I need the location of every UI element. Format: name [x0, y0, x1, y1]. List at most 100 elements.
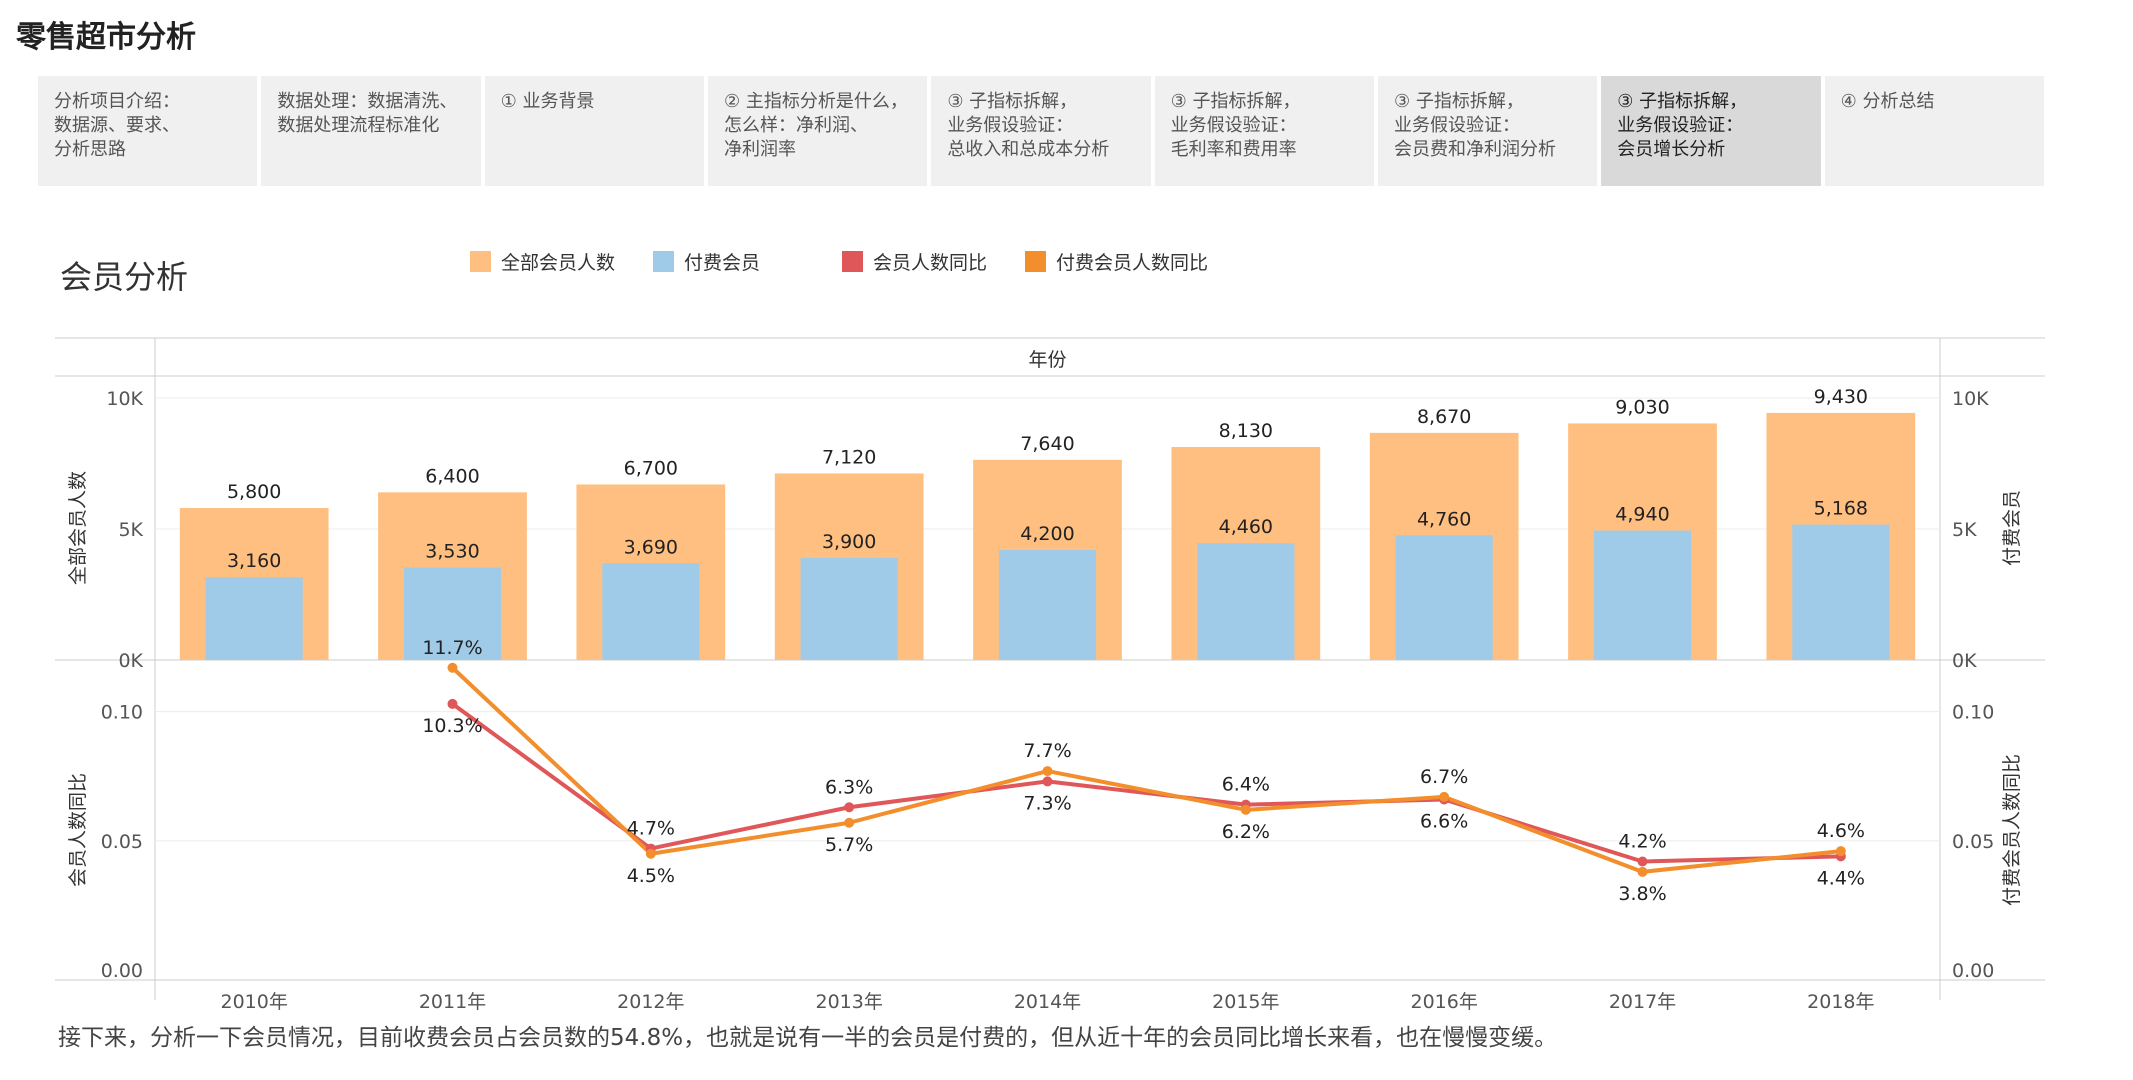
member-yoy-point [1637, 856, 1648, 867]
paid-members-bar [403, 567, 502, 660]
x-category-label: 2011年 [419, 991, 486, 1013]
bottom-left-tick-label: 0.10 [101, 702, 143, 724]
member-yoy-point [1042, 776, 1053, 787]
paid-yoy-point [1835, 846, 1846, 857]
paid-members-bar [998, 549, 1097, 660]
paid-yoy-label: 7.7% [1023, 740, 1071, 762]
story-point-9[interactable]: ④ 分析总结 [1824, 76, 2044, 186]
paid-members-label: 4,200 [1020, 523, 1074, 545]
bottom-right-axis-title: 付费会员人数同比 [2001, 754, 2023, 906]
story-point-2[interactable]: 数据处理：数据清洗、 数据处理流程标准化 [261, 76, 481, 186]
story-navigator: 分析项目介绍： 数据源、要求、 分析思路 数据处理：数据清洗、 数据处理流程标准化… [38, 76, 2044, 186]
all-members-label: 8,670 [1417, 406, 1471, 428]
member-yoy-line [451, 702, 1841, 864]
paid-yoy-label: 4.6% [1817, 820, 1865, 842]
member-analysis-chart: 年份 0K 0K 5K 5K 10K 10K 全部会员人数 付费会员 5,800 6,400 6,70… [55, 337, 2045, 1013]
member-yoy-label: 6.6% [1420, 811, 1468, 833]
top-left-axis-title: 全部会员人数 [67, 471, 89, 585]
top-right-tick-label: 5K [1952, 519, 1977, 541]
member-yoy-label: 10.3% [422, 715, 482, 737]
x-category-label: 2013年 [815, 991, 882, 1013]
legend-item-4[interactable]: 付费会员人数同比 [1025, 248, 1208, 275]
bottom-right-tick-label: 0.05 [1952, 831, 1994, 853]
x-category-label: 2010年 [220, 991, 287, 1013]
bottom-left-axis-title: 会员人数同比 [67, 773, 89, 887]
bottom-right-tick-label: 0.10 [1952, 702, 1994, 724]
paid-members-bar [1197, 543, 1295, 660]
paid-members-bar [1792, 524, 1890, 660]
member-yoy-label: 6.4% [1222, 774, 1270, 796]
paid-yoy-point [1240, 804, 1251, 815]
member-yoy-label: 4.2% [1618, 831, 1666, 853]
paid-yoy-label: 5.7% [825, 834, 873, 856]
paid-yoy-point [1637, 866, 1648, 877]
all-members-label: 9,030 [1615, 396, 1669, 418]
member-yoy-label: 6.3% [825, 776, 873, 798]
top-left-tick-label: 10K [106, 388, 143, 410]
paid-yoy-label: 3.8% [1618, 883, 1666, 905]
legend-item-2[interactable]: 付费会员 [653, 248, 760, 275]
x-category-label: 2014年 [1014, 991, 1081, 1013]
legend-swatch [842, 251, 863, 272]
all-members-label: 8,130 [1219, 420, 1273, 442]
paid-members-bar [800, 557, 898, 660]
story-point-7[interactable]: ③ 子指标拆解， 业务假设验证： 会员费和净利润分析 [1377, 76, 1598, 186]
story-point-8[interactable]: ③ 子指标拆解， 业务假设验证： 会员增长分析 [1601, 76, 1821, 186]
paid-members-label: 5,168 [1814, 498, 1868, 520]
x-category-label: 2018年 [1807, 991, 1874, 1013]
paid-yoy-point [844, 817, 855, 828]
member-yoy-point [447, 698, 458, 709]
paid-yoy-label: 11.7% [422, 637, 482, 659]
x-category-label: 2015年 [1212, 991, 1279, 1013]
paid-members-bar [1395, 535, 1493, 660]
paid-members-label: 4,460 [1219, 516, 1273, 538]
bottom-left-tick-label: 0.05 [101, 831, 143, 853]
paid-members-label: 4,760 [1417, 508, 1471, 530]
all-members-label: 6,700 [624, 457, 678, 479]
legend-label: 全部会员人数 [501, 252, 616, 274]
paid-yoy-line [451, 666, 1842, 874]
all-members-label: 6,400 [425, 465, 479, 487]
top-left-tick-label: 5K [118, 519, 143, 541]
analysis-caption: 接下来，分析一下会员情况，目前收费会员占会员数的54.8%，也就是说有一半的会员… [58, 1025, 1558, 1051]
member-yoy-label: 4.7% [627, 818, 675, 840]
top-left-tick-label: 0K [118, 650, 143, 672]
x-category-label: 2017年 [1609, 991, 1676, 1013]
member-yoy-point [844, 802, 855, 813]
all-members-label: 9,430 [1814, 386, 1868, 408]
paid-yoy-label: 4.5% [627, 865, 675, 887]
story-point-1[interactable]: 分析项目介绍： 数据源、要求、 分析思路 [38, 76, 258, 186]
bottom-left-tick-label: 0.00 [101, 960, 143, 982]
sheet-title: 会员分析 [60, 258, 189, 296]
story-point-5[interactable]: ③ 子指标拆解， 业务假设验证： 总收入和总成本分析 [931, 76, 1151, 186]
paid-members-bar [602, 563, 700, 660]
top-right-tick-label: 10K [1952, 388, 1989, 410]
paid-members-label: 4,940 [1615, 504, 1669, 526]
paid-members-label: 3,690 [624, 536, 678, 558]
legend-label: 付费会员人数同比 [1056, 252, 1209, 274]
paid-yoy-point [1439, 791, 1450, 802]
all-members-label: 7,640 [1020, 433, 1074, 455]
top-right-axis-title: 付费会员 [2001, 490, 2023, 566]
legend-swatch [1025, 251, 1046, 272]
legend-item-3[interactable]: 会员人数同比 [842, 248, 987, 275]
legend-swatch [470, 251, 491, 272]
all-members-label: 5,800 [227, 481, 281, 503]
story-point-3[interactable]: ① 业务背景 [484, 76, 704, 186]
story-point-6[interactable]: ③ 子指标拆解， 业务假设验证： 毛利率和费用率 [1154, 76, 1374, 186]
legend-label: 付费会员 [684, 252, 761, 274]
story-point-4[interactable]: ② 主指标分析是什么， 怎么样：净利润、 净利润率 [707, 76, 928, 186]
all-members-label: 7,120 [822, 446, 876, 468]
legend-label: 会员人数同比 [873, 252, 988, 274]
member-yoy-label: 4.4% [1817, 867, 1865, 889]
x-category-label: 2016年 [1410, 991, 1477, 1013]
legend-item-1[interactable]: 全部会员人数 [470, 248, 615, 275]
member-yoy-label: 7.3% [1023, 792, 1071, 814]
paid-yoy-point [1042, 766, 1053, 777]
bottom-right-tick-label: 0.00 [1952, 960, 1994, 982]
page-title: 零售超市分析 [16, 20, 196, 55]
paid-yoy-label: 6.2% [1222, 821, 1270, 843]
top-right-tick-label: 0K [1952, 650, 1977, 672]
paid-members-bar [205, 577, 303, 660]
paid-members-label: 3,900 [822, 531, 876, 553]
